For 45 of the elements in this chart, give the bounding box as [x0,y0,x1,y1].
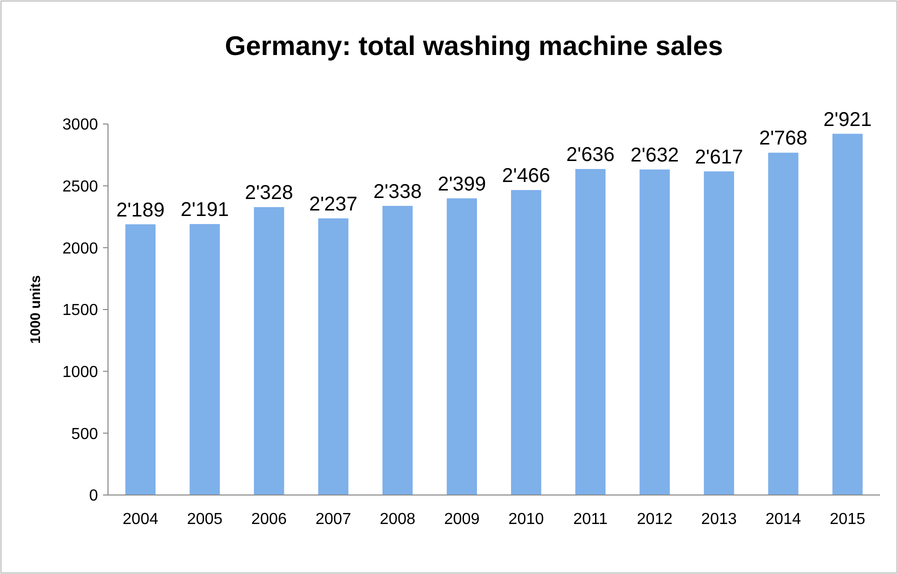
bar [446,198,477,495]
data-label: 2'338 [373,180,422,203]
data-label: 2'399 [438,173,486,196]
x-tick-label: 2011 [573,511,608,528]
x-tick-label: 2007 [316,511,352,528]
x-tick-label: 2005 [186,511,223,528]
x-tick-label: 2004 [122,511,158,528]
y-tick-label: 1000 [62,364,98,381]
data-label: 2'189 [116,199,165,222]
bar [768,152,798,495]
bar [704,171,734,495]
y-tick-label: 2500 [62,178,98,196]
bar [511,190,542,495]
bar [190,224,220,495]
x-tick-label: 2006 [251,511,287,528]
data-label: 2'617 [694,146,744,168]
y-tick-label: 1500 [62,302,98,320]
data-label: 2'768 [759,128,808,150]
bar [318,218,348,495]
x-tick-label: 2012 [636,511,673,528]
y-tick-label: 500 [71,426,98,443]
y-tick-label: 0 [89,488,98,505]
x-tick-label: 2009 [444,511,480,528]
y-axis-title: 1000 units [27,275,43,344]
bar [640,170,670,495]
x-tick-label: 2010 [508,511,544,528]
data-label: 2'237 [309,193,358,216]
y-tick-label: 2000 [62,240,98,258]
bar [382,206,413,495]
data-label: 2'466 [502,165,550,188]
bar [832,134,863,495]
bar [254,207,284,495]
data-label: 2'632 [630,144,679,167]
data-label: 2'328 [244,182,294,204]
chart-title: Germany: total washing machine sales [224,31,724,61]
x-tick-label: 2014 [765,511,802,528]
data-label: 2'921 [823,108,872,131]
bar [125,224,156,495]
bar [575,169,606,495]
y-tick-label: 3000 [62,116,98,134]
data-label: 2'191 [180,199,229,222]
x-tick-label: 2013 [701,511,737,528]
x-tick-label: 2015 [830,511,866,528]
x-tick-label: 2008 [380,511,416,528]
data-label: 2'636 [566,144,615,166]
